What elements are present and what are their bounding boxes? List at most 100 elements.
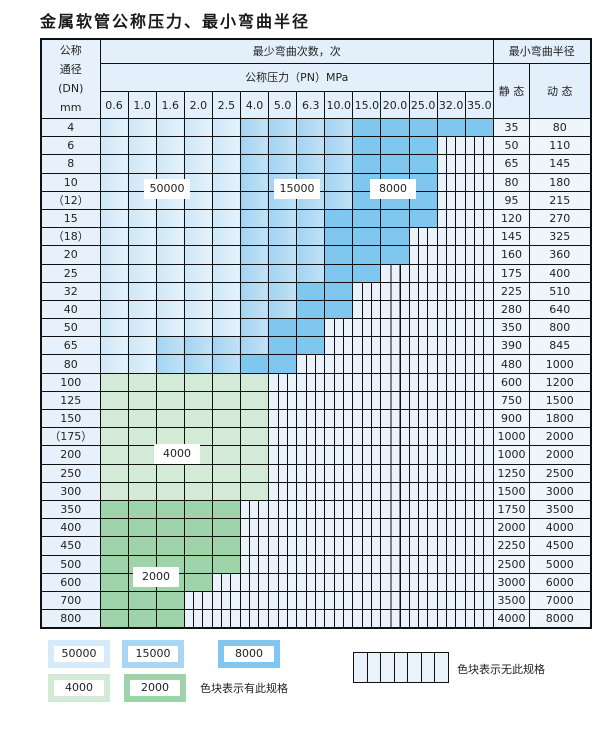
dn-cell: 20: [40, 245, 101, 265]
spec-cell-50000: [183, 190, 213, 210]
dn-cell: 10: [40, 172, 101, 192]
spec-cell-8000: [324, 245, 354, 265]
dn-cell: 450: [40, 536, 101, 556]
dynamic-radius-cell: 845: [529, 336, 591, 356]
no-spec-cell: [436, 445, 466, 465]
spec-cell-15000: [268, 299, 298, 320]
pressure-column-header: 2.0: [183, 91, 213, 119]
static-radius-cell: 390: [493, 336, 530, 356]
dn-cell: 80: [40, 354, 101, 374]
spec-cell-2000: [155, 518, 185, 538]
dn-cell: 600: [40, 572, 101, 592]
pressure-column-header: 15.0: [352, 91, 382, 119]
spec-cell-15000: [296, 154, 326, 174]
dn-cell: 400: [40, 518, 101, 538]
table-row: （18） 145 325: [40, 227, 591, 247]
spec-cell-50000: [127, 117, 157, 138]
spec-cell-50000: [211, 245, 241, 265]
no-spec-cell: [296, 463, 326, 483]
spec-cell-8000: [380, 136, 410, 156]
spec-cell-2000: [183, 499, 213, 520]
no-spec-cell: [464, 499, 495, 520]
table-row: （175） 1000 2000: [40, 427, 591, 447]
static-radius-cell: 2500: [493, 554, 530, 574]
spec-cell-2000: [99, 590, 129, 611]
static-radius-cell: 900: [493, 408, 530, 429]
pressure-column-header: 35.0: [464, 91, 495, 119]
no-spec-cell: [436, 463, 466, 483]
no-spec-cell: [352, 499, 382, 520]
no-spec-cell: [296, 408, 326, 429]
spec-cell-15000: [239, 318, 270, 338]
no-spec-cell: [380, 390, 410, 411]
spec-cell-8000: [436, 117, 466, 138]
dynamic-radius-cell: 400: [529, 263, 591, 283]
spec-cell-4000: [239, 372, 270, 392]
spec-cell-2000: [183, 572, 213, 592]
no-spec-cell: [464, 190, 495, 210]
no-spec-cell: [408, 390, 438, 411]
spec-cell-50000: [127, 354, 157, 374]
no-spec-cell: [436, 518, 466, 538]
dn-cell: 65: [40, 336, 101, 356]
spec-cell-50000: [183, 318, 213, 338]
no-spec-cell: [239, 518, 270, 538]
zone-label-50000: 50000: [144, 179, 190, 199]
dn-cell: 300: [40, 481, 101, 501]
spec-cell-15000: [239, 136, 270, 156]
no-spec-cell: [296, 609, 326, 629]
static-radius-cell: 350: [493, 318, 530, 338]
spec-cell-4000: [127, 463, 157, 483]
pressure-column-header: 32.0: [436, 91, 466, 119]
table-row: 250 1250 2500: [40, 463, 591, 483]
spec-cell-8000: [239, 354, 270, 374]
pressure-header: 公称压力（PN）MPa: [99, 63, 494, 92]
dynamic-radius-cell: 1000: [529, 354, 591, 374]
pressure-column-header: 0.6: [99, 91, 129, 119]
no-spec-cell: [324, 318, 354, 338]
zone-label-4000: 4000: [154, 444, 200, 464]
no-spec-cell: [436, 408, 466, 429]
no-spec-cell: [352, 427, 382, 447]
dynamic-radius-cell: 2500: [529, 463, 591, 483]
no-spec-cell: [408, 590, 438, 611]
table-row: 600 3000 6000: [40, 572, 591, 592]
no-spec-cell: [268, 590, 298, 611]
spec-cell-8000: [380, 208, 410, 229]
spec-cell-4000: [127, 390, 157, 411]
no-spec-cell: [436, 390, 466, 411]
no-spec-cell: [464, 263, 495, 283]
no-spec-cell: [324, 445, 354, 465]
spec-cell-50000: [183, 136, 213, 156]
no-spec-cell: [324, 408, 354, 429]
spec-cell-50000: [183, 299, 213, 320]
spec-cell-4000: [99, 445, 129, 465]
spec-cell-50000: [99, 299, 129, 320]
dn-cell: 350: [40, 499, 101, 520]
spec-cell-15000: [239, 117, 270, 138]
pressure-column-header: 25.0: [408, 91, 438, 119]
spec-cell-2000: [127, 499, 157, 520]
spec-cell-4000: [99, 372, 129, 392]
no-spec-cell: [464, 336, 495, 356]
dn-header-line: 公称: [59, 44, 82, 57]
legend-15000: 15000: [122, 640, 184, 668]
no-spec-cell: [436, 263, 466, 283]
no-spec-cell: [408, 463, 438, 483]
spec-cell-50000: [99, 354, 129, 374]
spec-cell-4000: [211, 408, 241, 429]
spec-cell-50000: [183, 154, 213, 174]
no-spec-cell: [380, 572, 410, 592]
static-radius-cell: 1500: [493, 481, 530, 501]
table-row: 20 160 360: [40, 245, 591, 265]
no-spec-cell: [324, 463, 354, 483]
table-row: 50 350 800: [40, 318, 591, 338]
no-spec-cell: [296, 499, 326, 520]
no-spec-cell: [380, 281, 410, 301]
spec-cell-50000: [155, 154, 185, 174]
no-spec-cell: [464, 554, 495, 574]
spec-cell-8000: [296, 336, 326, 356]
no-spec-cell: [436, 590, 466, 611]
no-spec-cell: [352, 354, 382, 374]
no-spec-cell: [436, 499, 466, 520]
